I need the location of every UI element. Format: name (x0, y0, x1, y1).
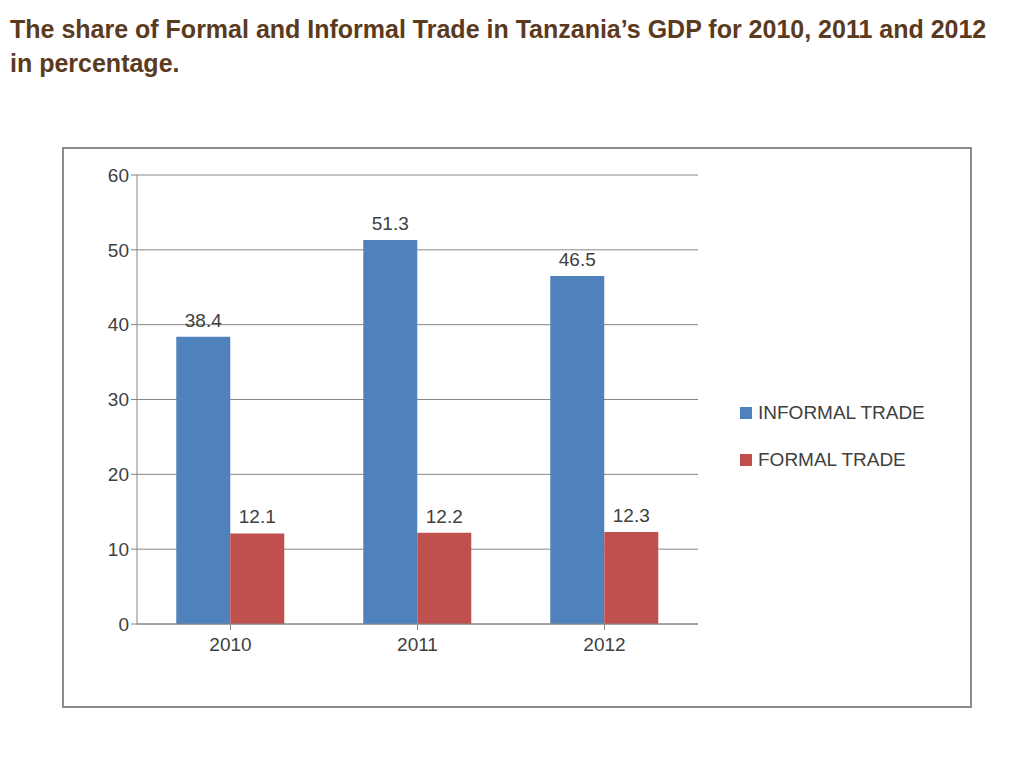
svg-text:12.1: 12.1 (239, 506, 276, 527)
html-text:FORMAL TRADE: FORMAL TRADE (758, 448, 906, 470)
svg-text:10: 10 (108, 539, 129, 560)
svg-text:30: 30 (108, 389, 129, 410)
svg-text:2011: 2011 (397, 634, 438, 655)
svg-text:12.3: 12.3 (613, 505, 650, 526)
svg-text:2012: 2012 (583, 634, 625, 655)
svg-text:40: 40 (108, 314, 129, 335)
html-text:INFORMAL TRADE: INFORMAL TRADE (758, 401, 925, 423)
svg-text:60: 60 (108, 165, 129, 186)
html-text:The share of Formal and Inform: The share of Formal and Informal Trade i… (10, 15, 987, 77)
svg-text:20: 20 (108, 464, 129, 485)
svg-text:50: 50 (108, 240, 129, 261)
svg-text:2010: 2010 (209, 634, 251, 655)
svg-text:12.2: 12.2 (426, 506, 463, 527)
svg-text:46.5: 46.5 (559, 249, 596, 270)
svg-text:0: 0 (118, 614, 129, 635)
svg-text:38.4: 38.4 (185, 310, 222, 331)
svg-text:51.3: 51.3 (372, 213, 409, 234)
